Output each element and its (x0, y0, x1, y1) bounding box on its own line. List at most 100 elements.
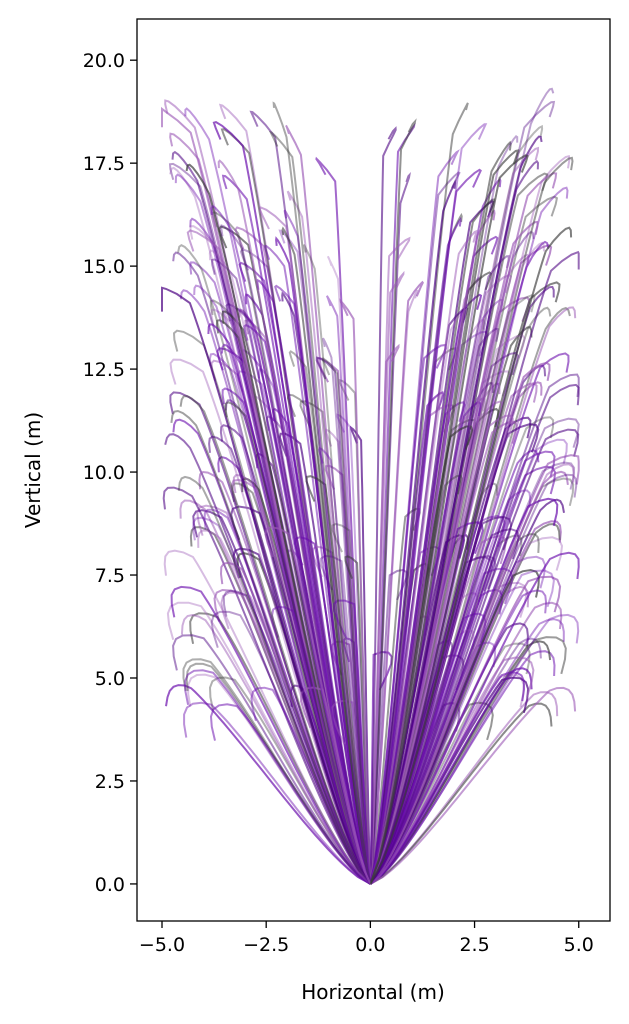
trajectory-line (369, 327, 499, 885)
trajectory-line (208, 435, 372, 885)
trajectory-line (369, 229, 478, 885)
trajectory-line (339, 298, 372, 884)
trajectory-line (369, 343, 447, 885)
trajectory-line (165, 684, 371, 885)
trajectory-lines (161, 87, 580, 885)
trajectory-line (369, 401, 466, 885)
trajectory-line (193, 284, 372, 885)
trajectory-line (369, 507, 421, 885)
y-tick-label: 15.0 (83, 256, 125, 278)
trajectory-line (268, 130, 372, 885)
trajectory-line (179, 289, 372, 885)
trajectory-line (369, 497, 559, 885)
trajectory-line (166, 601, 372, 885)
trajectory-line (162, 486, 372, 885)
trajectory-line (169, 391, 372, 885)
trajectory-line (319, 554, 372, 885)
trajectory-line (208, 676, 372, 885)
trajectory-line (192, 516, 372, 885)
y-axis-label: Vertical (m) (21, 412, 45, 528)
trajectory-line (185, 163, 372, 885)
trajectory-line (369, 156, 574, 885)
trajectory-line (264, 526, 372, 885)
trajectory-line (369, 280, 424, 885)
trajectory-line (212, 121, 372, 885)
trajectory-line (369, 569, 555, 885)
trajectory-line (369, 160, 540, 885)
trajectory-line (369, 450, 556, 885)
trajectory-line (180, 613, 372, 885)
trajectory-line (183, 701, 371, 885)
trajectory-line (369, 414, 514, 885)
y-tick-label: 5.0 (95, 668, 125, 690)
x-tick-label: 0.0 (355, 934, 385, 956)
x-tick-label: 5.0 (564, 934, 594, 956)
y-tick-label: 2.5 (95, 771, 125, 793)
trajectory-line (219, 561, 372, 885)
trajectory-line (369, 449, 540, 885)
trajectory-line (369, 154, 529, 885)
x-tick-label: 2.5 (459, 934, 489, 956)
trajectory-line (197, 529, 372, 885)
trajectory-line (164, 433, 372, 885)
trajectory-line (369, 226, 573, 885)
trajectory-line (369, 417, 580, 885)
trajectory-line (169, 132, 372, 885)
y-axis: 0.0 2.5 5.0 7.5 10.0 12.5 15.0 17.5 20.0 (83, 50, 137, 896)
trajectory-line (369, 126, 397, 884)
plot-frame (136, 18, 611, 922)
trajectory-line (221, 310, 372, 885)
x-axis-label: Horizontal (m) (301, 980, 445, 1004)
trajectory-line (369, 270, 405, 884)
trajectory-line (369, 656, 535, 885)
y-tick-label: 7.5 (95, 565, 125, 587)
trajectory-line (349, 425, 372, 884)
trajectory-line (293, 536, 372, 885)
trajectory-line (369, 220, 539, 885)
trajectory-line (369, 686, 577, 885)
trajectory-line (369, 179, 457, 885)
trajectory-line (369, 149, 520, 885)
trajectory-line (224, 401, 372, 885)
trajectory-line (369, 613, 580, 885)
trajectory-line (321, 337, 372, 885)
x-tick-label: −5.0 (139, 934, 185, 956)
trajectory-line (369, 568, 408, 885)
y-tick-label: 0.0 (95, 874, 125, 896)
trajectory-line (170, 585, 372, 885)
trajectory-line (179, 499, 372, 885)
trajectory-line (331, 640, 372, 885)
trajectory-line (179, 395, 372, 885)
trajectory-line (369, 289, 419, 885)
trajectory-line (369, 293, 483, 885)
trajectory-line (243, 323, 372, 885)
trajectory-line (169, 358, 372, 885)
trajectory-line (305, 475, 372, 885)
x-tick-label: −2.5 (243, 934, 289, 956)
trajectory-line (203, 508, 372, 885)
trajectory-line (332, 599, 372, 885)
trajectory-line (208, 249, 372, 885)
trajectory-line (271, 605, 372, 885)
trajectory-line (239, 248, 372, 885)
x-axis: −5.0 −2.5 0.0 2.5 5.0 (139, 921, 594, 956)
trajectory-line (281, 226, 372, 885)
y-tick-label: 20.0 (83, 50, 125, 72)
trajectory-line (369, 650, 556, 885)
trajectory-line (170, 409, 372, 885)
trajectory-line (230, 505, 372, 885)
trajectory-line (369, 373, 580, 885)
trajectory-line (315, 356, 372, 885)
y-tick-label: 10.0 (83, 462, 125, 484)
trajectory-line (369, 463, 575, 885)
trajectory-line (369, 209, 496, 885)
trajectory-line (302, 244, 372, 885)
trajectory-line (369, 168, 482, 885)
y-tick-label: 12.5 (83, 359, 125, 381)
trajectory-line (369, 589, 548, 885)
trajectory-line (369, 172, 558, 885)
trajectory-line (163, 549, 372, 885)
trajectory-line (210, 204, 372, 885)
trajectory-line (177, 475, 372, 885)
trajectory-line (317, 446, 372, 885)
